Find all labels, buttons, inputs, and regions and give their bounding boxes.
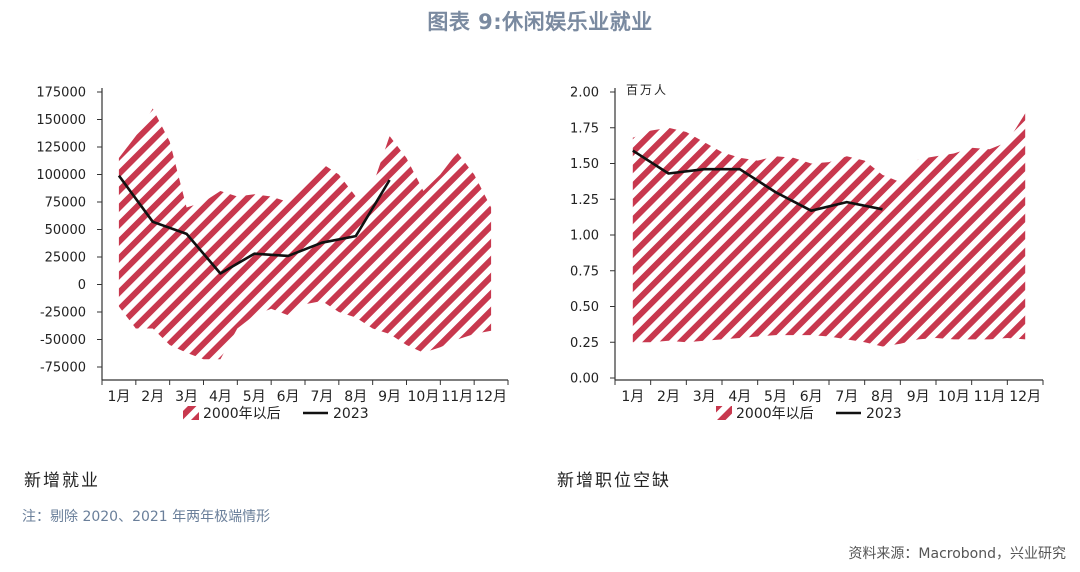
y-tick-label: 0.75 xyxy=(570,264,599,279)
series-line-2023 xyxy=(117,174,391,275)
y-tick-label: 2.00 xyxy=(570,86,599,101)
y-tick-label: 0 xyxy=(78,278,86,293)
source-note: 资料来源：Macrobond，兴业研究 xyxy=(848,546,1066,562)
x-tick-label: 3月 xyxy=(693,389,716,405)
legend-line-label: 2023 xyxy=(866,406,902,422)
x-tick-label: 11月 xyxy=(974,389,1006,405)
x-tick-label: 12月 xyxy=(475,389,507,405)
x-tick-label: 6月 xyxy=(800,389,823,405)
x-tick-label: 7月 xyxy=(310,389,333,405)
x-tick-label: 8月 xyxy=(871,389,894,405)
unit-label: 百万人 xyxy=(626,83,668,97)
y-tick-label: 1.00 xyxy=(570,229,599,244)
x-tick-label: 3月 xyxy=(175,389,198,405)
x-tick-label: 5月 xyxy=(243,389,266,405)
job-openings-caption: 新增职位空缺 xyxy=(557,471,671,491)
y-tick-label: 0.00 xyxy=(570,372,599,387)
legend-band-swatch xyxy=(183,406,199,420)
y-tick-label: 100000 xyxy=(36,168,86,183)
job-openings-chart: 2.00 1.75 1.50 1.25 1.00 0.75 0.50 0.25 0.00 1月 2月… xyxy=(570,83,1044,422)
range-band-2000-onward xyxy=(632,113,1026,347)
x-tick-label: 5月 xyxy=(764,389,787,405)
y-tick-label: 1.25 xyxy=(570,193,599,208)
x-tick-label: 10月 xyxy=(408,389,440,405)
x-tick-label: 6月 xyxy=(277,389,300,405)
x-tick-label: 1月 xyxy=(621,389,644,405)
x-tick-label: 2月 xyxy=(141,389,164,405)
x-tick-label: 9月 xyxy=(907,389,930,405)
x-tick-label: 7月 xyxy=(835,389,858,405)
figure-title: 图表 9:休闲娱乐业就业 xyxy=(427,10,653,34)
y-tick-label: 175000 xyxy=(36,86,86,101)
x-tick-label: 4月 xyxy=(728,389,751,405)
y-tick-label: 1.50 xyxy=(570,157,599,172)
new-jobs-chart: 175000 150000 125000 100000 75000 50000 25000 0… xyxy=(36,86,509,422)
y-tick-label: 150000 xyxy=(36,113,86,128)
x-tick-label: 10月 xyxy=(938,389,970,405)
x-tick-label: 8月 xyxy=(344,389,367,405)
new-jobs-caption: 新增就业 xyxy=(24,471,100,491)
legend-line-label: 2023 xyxy=(333,406,369,422)
y-tick-label: 125000 xyxy=(36,141,86,156)
x-tick-label: 1月 xyxy=(107,389,130,405)
y-tick-label: 0.50 xyxy=(570,300,599,315)
legend-band-label: 2000年以后 xyxy=(203,406,281,422)
x-tick-label: 4月 xyxy=(209,389,232,405)
x-tick-label: 12月 xyxy=(1009,389,1041,405)
y-tick-label: -75000 xyxy=(40,361,86,376)
legend-band-label: 2000年以后 xyxy=(736,406,814,422)
legend-band-swatch xyxy=(716,406,732,420)
y-tick-label: 1.75 xyxy=(570,121,599,136)
y-tick-label: 25000 xyxy=(45,251,86,266)
y-tick-label: -50000 xyxy=(40,333,86,348)
y-tick-label: 0.25 xyxy=(570,336,599,351)
range-band-2000-onward xyxy=(118,108,492,360)
series-line-2023 xyxy=(632,149,883,212)
y-tick-label: 75000 xyxy=(45,196,86,211)
y-tick-label: 50000 xyxy=(45,223,86,238)
footnote: 注：剔除 2020、2021 年两年极端情形 xyxy=(22,509,271,525)
x-tick-label: 2月 xyxy=(657,389,680,405)
x-tick-label: 9月 xyxy=(378,389,401,405)
y-tick-label: -25000 xyxy=(40,306,86,321)
x-tick-label: 11月 xyxy=(441,389,473,405)
